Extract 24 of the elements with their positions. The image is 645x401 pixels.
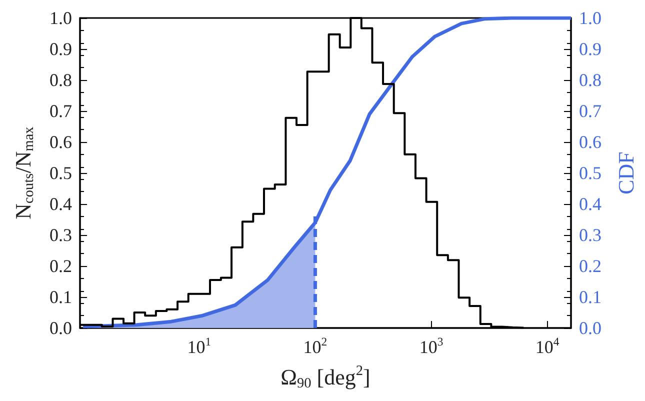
- y-tick-label: 0.5: [50, 163, 72, 183]
- y-tick-label: 0.3: [50, 225, 72, 245]
- y-axis-title: Ncouts/Nmax: [10, 126, 37, 220]
- y-tick-label: 0.0: [50, 318, 72, 338]
- y-tick-label: 0.2: [50, 256, 72, 276]
- y-tick-label: 0.6: [50, 132, 72, 152]
- y-tick-label: 0.1: [50, 287, 72, 307]
- y2-tick-label: 0.5: [579, 163, 602, 183]
- y2-axis-title: CDF: [614, 152, 638, 194]
- y-tick-label: 1.0: [50, 8, 72, 28]
- y2-tick-label: 0.0: [579, 318, 602, 338]
- y2-tick-label: 0.2: [579, 256, 602, 276]
- y2-tick-label: 0.1: [579, 287, 602, 307]
- y2-tick-label: 0.3: [579, 225, 602, 245]
- y2-tick-label: 1.0: [579, 8, 602, 28]
- y-tick-label: 0.7: [50, 101, 72, 121]
- y-tick-label: 0.4: [50, 194, 72, 214]
- y-tick-label: 0.9: [50, 39, 72, 59]
- y2-tick-label: 0.8: [579, 70, 602, 90]
- y2-tick-label: 0.7: [579, 101, 602, 121]
- y2-tick-label: 0.4: [579, 194, 602, 214]
- y-tick-label: 0.8: [50, 70, 72, 90]
- y2-tick-label: 0.6: [579, 132, 602, 152]
- y2-tick-label: 0.9: [579, 39, 602, 59]
